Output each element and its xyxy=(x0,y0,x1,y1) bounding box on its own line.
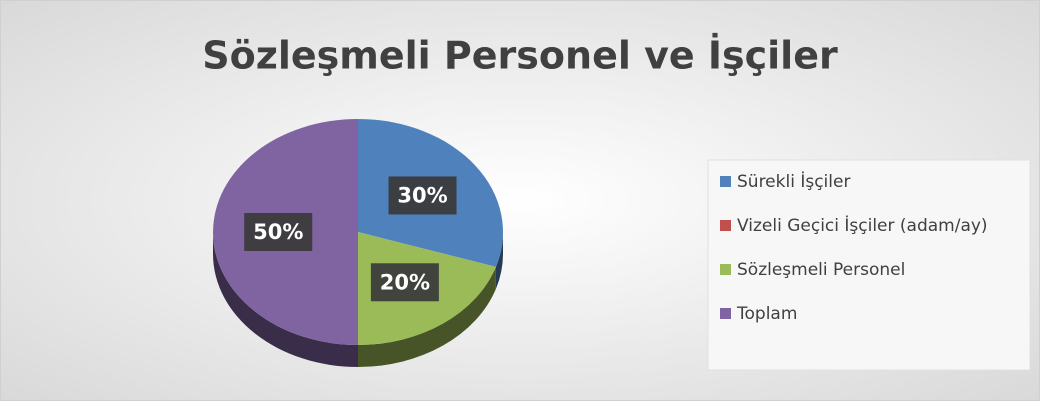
data-label: 30% xyxy=(397,183,447,207)
legend-label: Toplam xyxy=(736,304,797,324)
pie-side xyxy=(495,232,503,289)
legend-swatch xyxy=(720,176,731,187)
pie-side xyxy=(213,232,358,367)
chart-title: Sözleşmeli Personel ve İşçiler xyxy=(202,34,838,78)
legend-label: Sözleşmeli Personel xyxy=(737,260,905,280)
legend-label: Sürekli İşçiler xyxy=(737,171,850,192)
data-label-box xyxy=(244,213,313,251)
legend-box xyxy=(707,159,1031,371)
data-label: 50% xyxy=(253,220,303,244)
legend-swatch xyxy=(720,220,731,231)
legend-swatch xyxy=(720,308,731,319)
data-label-box xyxy=(370,263,439,302)
data-label-box xyxy=(388,176,457,215)
pie-side xyxy=(358,266,496,367)
legend-label: Vizeli Geçici İşçiler (adam/ay) xyxy=(737,215,988,236)
legend-swatch xyxy=(720,264,731,275)
data-label: 20% xyxy=(380,270,430,294)
